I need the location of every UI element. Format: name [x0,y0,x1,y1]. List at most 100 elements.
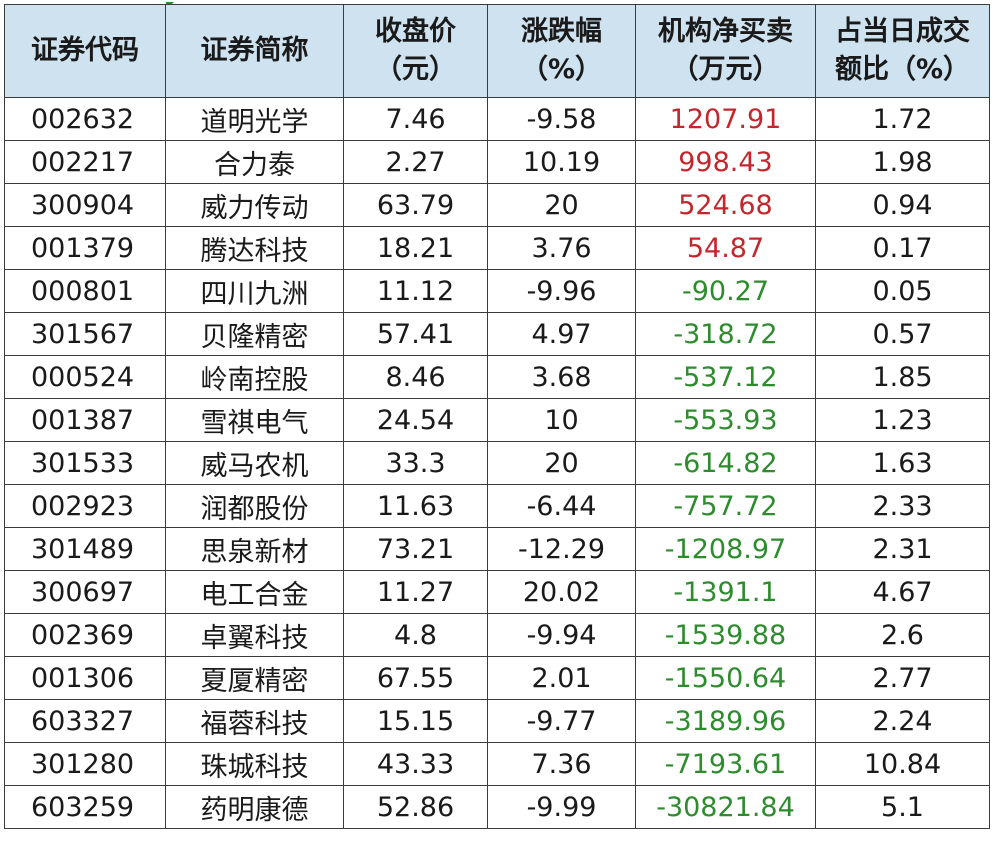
cell-security-code: 002217 [4,140,166,184]
cell-turnover-ratio: 2.6 [815,613,990,657]
table-row: 300904 威力传动 63.79 20 524.68 0.94 [4,183,990,227]
header-line: 涨跌幅 [521,16,602,47]
cell-institution-net: -1208.97 [635,527,816,571]
cell-security-name: 贝隆精密 [165,312,344,356]
cell-security-code: 301489 [4,527,166,571]
cell-turnover-ratio: 5.1 [815,785,990,829]
header-line: 机构净买卖 [658,16,793,47]
cell-security-name: 珠城科技 [165,742,344,786]
cell-close-price: 8.46 [343,355,488,399]
cell-institution-net: -1391.1 [635,570,816,614]
cell-close-price: 52.86 [343,785,488,829]
cell-close-price: 18.21 [343,226,488,270]
cell-security-name: 润都股份 [165,484,344,528]
cell-turnover-ratio: 0.05 [815,269,990,313]
cell-institution-net: -7193.61 [635,742,816,786]
cell-close-price: 63.79 [343,183,488,227]
cell-institution-net: -3189.96 [635,699,816,743]
cell-security-name: 雪祺电气 [165,398,344,442]
cell-institution-net: 524.68 [635,183,816,227]
cell-change-pct: -9.58 [487,97,636,141]
cell-institution-net: -1539.88 [635,613,816,657]
cell-close-price: 15.15 [343,699,488,743]
cell-close-price: 4.8 [343,613,488,657]
cell-change-pct: -9.94 [487,613,636,657]
cell-close-price: 2.27 [343,140,488,184]
table-row: 000524 岭南控股 8.46 3.68 -537.12 1.85 [4,355,990,399]
table-row: 301567 贝隆精密 57.41 4.97 -318.72 0.57 [4,312,990,356]
cell-institution-net: -1550.64 [635,656,816,700]
cell-change-pct: 3.68 [487,355,636,399]
cell-turnover-ratio: 4.67 [815,570,990,614]
cell-security-name: 电工合金 [165,570,344,614]
cell-institution-net: 1207.91 [635,97,816,141]
cell-turnover-ratio: 2.77 [815,656,990,700]
header-line-unit: （万元） [671,54,780,85]
table-row: 301533 威马农机 33.3 20 -614.82 1.63 [4,441,990,485]
cell-close-price: 57.41 [343,312,488,356]
header-line: 占当日成交 [835,16,970,47]
cell-security-name: 思泉新材 [165,527,344,571]
cell-close-price: 24.54 [343,398,488,442]
header-institution-net: 机构净买卖 （万元） [635,4,816,98]
cell-turnover-ratio: 2.31 [815,527,990,571]
cell-security-code: 002632 [4,97,166,141]
cell-turnover-ratio: 2.24 [815,699,990,743]
cell-change-pct: 10.19 [487,140,636,184]
table-row: 603327 福蓉科技 15.15 -9.77 -3189.96 2.24 [4,699,990,743]
cell-change-pct: -9.77 [487,699,636,743]
cell-close-price: 73.21 [343,527,488,571]
cell-institution-net: -318.72 [635,312,816,356]
cell-security-name: 腾达科技 [165,226,344,270]
cell-security-code: 001306 [4,656,166,700]
cell-institution-net: -553.93 [635,398,816,442]
header-security-code: 证券代码 [4,4,166,98]
institution-trading-table-container: 证券代码 证券简称 收盘价 （元） 涨跌幅 （%） 机构净买卖 （万元） [4,4,990,829]
cell-turnover-ratio: 0.94 [815,183,990,227]
header-line: 收盘价 [375,16,456,47]
cell-change-pct: 2.01 [487,656,636,700]
table-header: 证券代码 证券简称 收盘价 （元） 涨跌幅 （%） 机构净买卖 （万元） [4,4,990,98]
cell-turnover-ratio: 10.84 [815,742,990,786]
cell-change-pct: -12.29 [487,527,636,571]
cell-security-code: 001387 [4,398,166,442]
cell-security-name: 威马农机 [165,441,344,485]
cell-turnover-ratio: 1.63 [815,441,990,485]
cell-institution-net: -757.72 [635,484,816,528]
cell-close-price: 11.27 [343,570,488,614]
cell-security-name: 卓翼科技 [165,613,344,657]
cell-security-code: 001379 [4,226,166,270]
cell-turnover-ratio: 1.98 [815,140,990,184]
cell-security-name: 道明光学 [165,97,344,141]
cell-change-pct: -6.44 [487,484,636,528]
cell-security-code: 000801 [4,269,166,313]
cell-turnover-ratio: 1.23 [815,398,990,442]
cell-security-name: 福蓉科技 [165,699,344,743]
cell-security-code: 300697 [4,570,166,614]
header-line-unit: 额比（%） [834,54,971,85]
institution-trading-table: 证券代码 证券简称 收盘价 （元） 涨跌幅 （%） 机构净买卖 （万元） [4,4,990,829]
table-row: 001306 夏厦精密 67.55 2.01 -1550.64 2.77 [4,656,990,700]
cell-security-code: 301533 [4,441,166,485]
table-row: 301280 珠城科技 43.33 7.36 -7193.61 10.84 [4,742,990,786]
header-security-name: 证券简称 [165,4,344,98]
cell-institution-net: 54.87 [635,226,816,270]
cell-change-pct: 20 [487,183,636,227]
cell-change-pct: 7.36 [487,742,636,786]
table-row: 002632 道明光学 7.46 -9.58 1207.91 1.72 [4,97,990,141]
header-line-unit: （%） [520,54,603,85]
cell-security-name: 夏厦精密 [165,656,344,700]
cell-close-price: 33.3 [343,441,488,485]
cell-change-pct: -9.99 [487,785,636,829]
table-row: 000801 四川九洲 11.12 -9.96 -90.27 0.05 [4,269,990,313]
cell-security-name: 威力传动 [165,183,344,227]
cell-turnover-ratio: 0.17 [815,226,990,270]
table-body: 002632 道明光学 7.46 -9.58 1207.91 1.72 002217 合力泰 2… [4,97,990,829]
cell-security-code: 301280 [4,742,166,786]
cell-change-pct: -9.96 [487,269,636,313]
cell-security-name: 四川九洲 [165,269,344,313]
cell-change-pct: 20 [487,441,636,485]
cell-change-pct: 20.02 [487,570,636,614]
cell-close-price: 11.63 [343,484,488,528]
cell-turnover-ratio: 0.57 [815,312,990,356]
